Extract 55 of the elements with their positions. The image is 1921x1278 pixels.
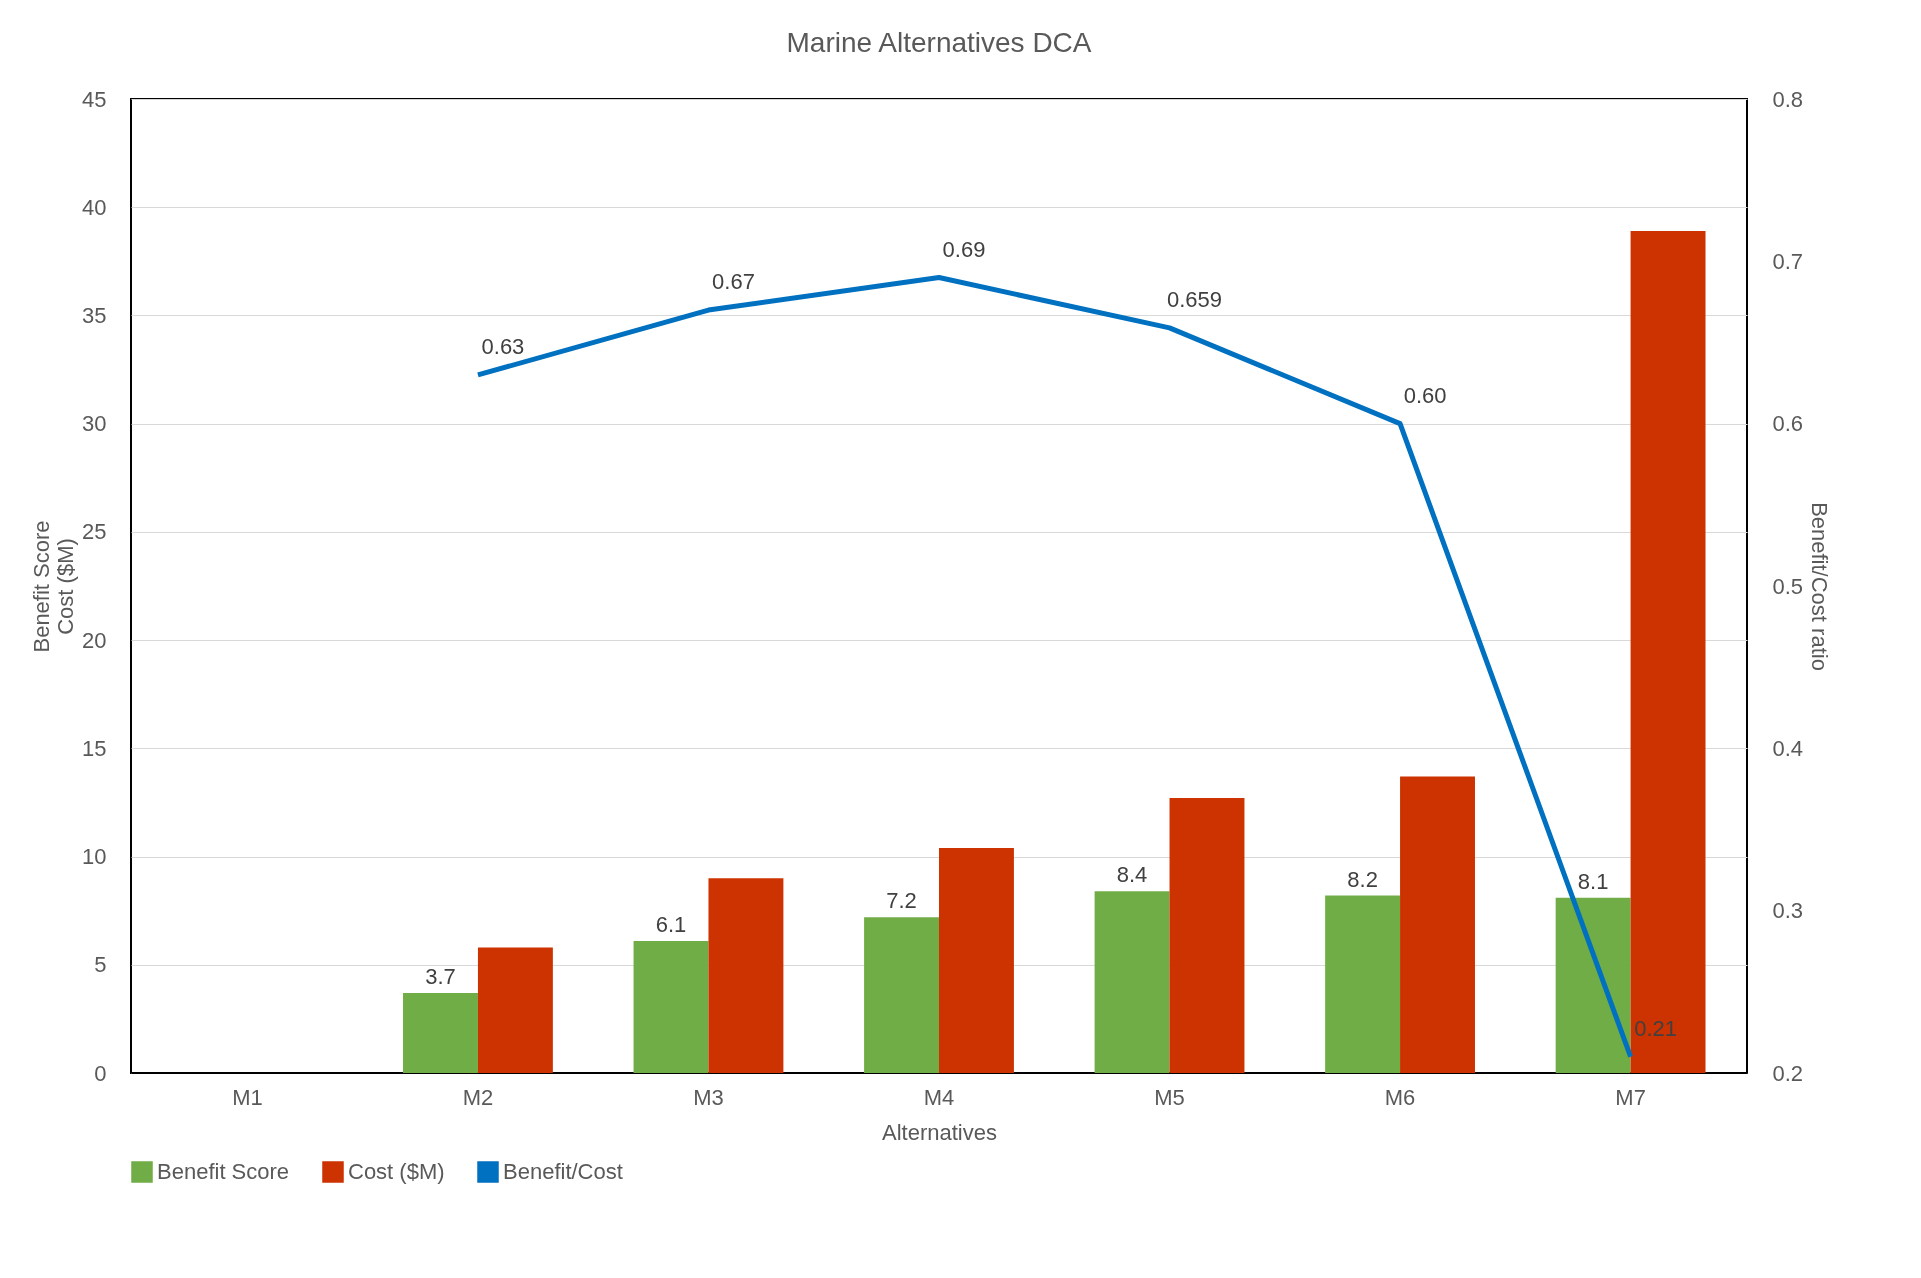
y-tick-label: 15	[82, 735, 107, 761]
y-tick-label: 25	[82, 519, 107, 545]
data-label: 7.2	[886, 888, 917, 914]
legend-label: Benefit/Cost	[503, 1159, 623, 1184]
y2-tick-label: 0.4	[1772, 735, 1804, 761]
y2-tick-label: 0.6	[1772, 411, 1804, 437]
bar	[708, 878, 784, 1073]
y-tick-label: 0	[94, 1060, 107, 1086]
bar	[1555, 897, 1631, 1073]
bar	[477, 947, 553, 1073]
y2-tick-label: 0.3	[1772, 898, 1804, 924]
data-label: 0.659	[1167, 286, 1223, 312]
bar	[403, 992, 478, 1073]
y-tick-label: 10	[82, 844, 107, 870]
y-tick-label: 45	[82, 86, 107, 112]
x-axis-title: Alternatives	[882, 1119, 997, 1145]
data-label: 8.2	[1347, 866, 1378, 892]
data-label: 8.4	[1116, 862, 1148, 888]
data-label: 3.7	[425, 963, 456, 989]
data-label: 0.69	[942, 236, 986, 262]
y2-tick-label: 0.2	[1772, 1060, 1804, 1086]
y-tick-label: 40	[82, 194, 107, 220]
legend-label: Cost ($M)	[348, 1159, 445, 1184]
y2-tick-label: 0.5	[1772, 573, 1804, 599]
y-tick-label: 35	[82, 302, 107, 328]
data-label: 0.67	[712, 269, 755, 295]
y2-tick-label: 0.8	[1772, 86, 1804, 112]
data-label: 0.63	[481, 333, 525, 359]
y-axis-title: Benefit Score Cost ($M)	[29, 520, 79, 653]
y-tick-label: 20	[82, 627, 107, 653]
bar	[1325, 895, 1401, 1073]
x-tick-label: M3	[693, 1084, 724, 1110]
data-label: 8.1	[1577, 868, 1609, 894]
data-label: 0.21	[1634, 1015, 1677, 1041]
x-tick-label: M7	[1615, 1084, 1646, 1110]
x-tick-label: M5	[1154, 1084, 1185, 1110]
bar	[864, 917, 939, 1073]
y2-tick-label: 0.7	[1772, 248, 1804, 274]
legend-label: Benefit Score	[157, 1159, 290, 1184]
x-tick-label: M4	[923, 1084, 955, 1110]
bar	[1400, 776, 1475, 1073]
bar	[1169, 798, 1245, 1073]
y2-axis-title: Benefit/Cost ratio	[1807, 502, 1833, 671]
data-label: 0.60	[1403, 382, 1447, 408]
bar	[1094, 891, 1170, 1073]
x-tick-label: M6	[1384, 1084, 1416, 1110]
bar	[633, 940, 709, 1073]
bar	[939, 847, 1014, 1073]
y-tick-label: 5	[94, 952, 107, 978]
bar	[1630, 231, 1706, 1073]
x-tick-label: M1	[232, 1084, 263, 1110]
y-tick-label: 30	[82, 411, 107, 437]
chart-title: Marine Alternatives DCA	[786, 27, 1092, 58]
data-label: 6.1	[655, 911, 687, 937]
x-tick-label: M2	[462, 1084, 494, 1110]
